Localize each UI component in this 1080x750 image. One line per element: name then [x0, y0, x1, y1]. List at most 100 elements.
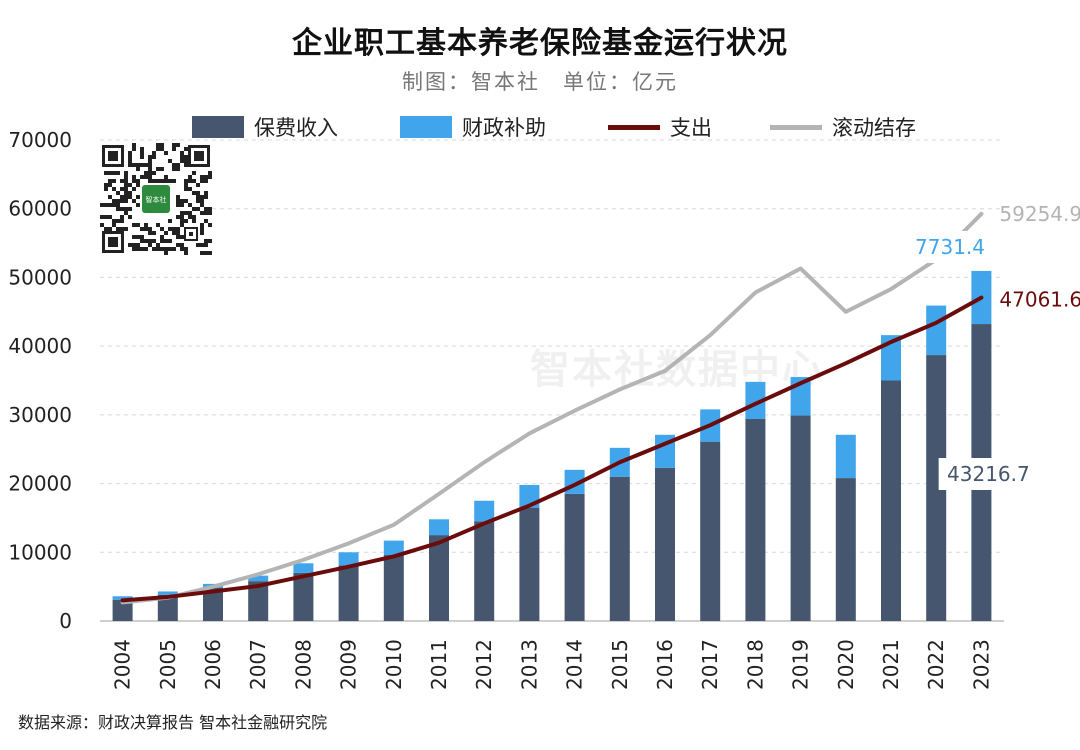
qr-module: [128, 151, 132, 155]
qr-module: [160, 147, 164, 151]
qr-module: [200, 211, 204, 215]
qr-module: [168, 227, 172, 231]
qr-module: [200, 175, 204, 179]
qr-module: [168, 159, 172, 163]
qr-module: [176, 143, 180, 147]
qr-module: [132, 163, 136, 167]
qr-module: [124, 207, 128, 211]
qr-module: [120, 199, 124, 203]
qr-module: [200, 243, 204, 247]
qr-module: [196, 195, 200, 199]
chart-title: 企业职工基本养老保险基金运行状况: [292, 26, 788, 61]
qr-module: [128, 243, 132, 247]
legend-item-balance: 滚动结存: [770, 112, 916, 142]
qr-module: [104, 203, 108, 207]
y-tick-label: 30000: [8, 403, 72, 427]
qr-module: [184, 179, 188, 183]
qr-module: [168, 247, 172, 251]
qr-module: [172, 227, 176, 231]
x-tick-label: 2015: [608, 639, 632, 690]
qr-module: [172, 167, 176, 171]
qr-module: [128, 191, 132, 195]
qr-module: [124, 211, 128, 215]
qr-module: [140, 239, 144, 243]
qr-module: [204, 195, 208, 199]
qr-module: [172, 247, 176, 251]
qr-module: [176, 203, 180, 207]
qr-module: [156, 179, 160, 183]
line-expenditure: [120, 295, 984, 603]
qr-module: [200, 223, 204, 227]
qr-module: [180, 219, 184, 223]
qr-module: [112, 219, 116, 223]
x-tick-label: 2018: [743, 639, 767, 690]
bar-premium: [474, 521, 495, 621]
qr-module: [188, 211, 192, 215]
qr-module: [156, 167, 160, 171]
qr-module: [112, 223, 116, 227]
x-tick-label: 2016: [653, 639, 677, 690]
qr-module: [144, 247, 148, 251]
qr-module: [208, 251, 212, 255]
qr-module: [116, 191, 120, 195]
data-label-box: [938, 458, 1039, 490]
legend-item-premium: 保费收入: [192, 112, 338, 142]
qr-module: [164, 175, 168, 179]
qr-module: [112, 187, 116, 191]
qr-module: [200, 231, 204, 235]
qr-module: [204, 191, 208, 195]
qr-module: [204, 179, 208, 183]
qr-module: [128, 155, 132, 159]
qr-module: [132, 199, 136, 203]
qr-module: [124, 179, 128, 183]
x-tick-label: 2004: [111, 639, 135, 690]
bar-subsidy: [835, 434, 856, 479]
qr-module: [104, 183, 108, 187]
qr-module: [116, 203, 120, 207]
qr-module: [132, 143, 136, 147]
qr-module: [152, 171, 156, 175]
qr-module: [116, 207, 120, 211]
qr-module: [168, 239, 172, 243]
qr-module: [160, 247, 164, 251]
qr-module: [208, 207, 212, 211]
qr-module: [192, 191, 196, 195]
bar-subsidy: [926, 305, 947, 356]
qr-module: [148, 179, 152, 183]
qr-module: [132, 235, 136, 239]
qr-module: [176, 243, 180, 247]
bar-subsidy: [474, 500, 495, 522]
x-tick-label: 2022: [924, 639, 948, 690]
qr-module: [128, 207, 132, 211]
qr-module: [144, 171, 148, 175]
qr-module: [184, 147, 188, 151]
qr-module: [156, 243, 160, 247]
qr-module: [132, 243, 136, 247]
legend-label-premium: 保费收入: [254, 116, 338, 140]
qr-module: [156, 143, 160, 147]
data-label: 7731.4: [915, 235, 985, 259]
legend-label-subsidy: 财政补助: [462, 116, 546, 140]
qr-module: [136, 183, 140, 187]
bar-premium: [429, 535, 449, 621]
qr-module: [192, 179, 196, 183]
qr-module: [144, 223, 148, 227]
qr-module: [120, 179, 124, 183]
qr-module: [132, 179, 136, 183]
qr-module: [140, 247, 144, 251]
qr-module: [184, 159, 188, 163]
qr-module: [144, 175, 148, 179]
watermark-text: 智本社数据中心: [530, 347, 824, 393]
qr-module: [108, 171, 112, 175]
qr-module: [164, 151, 168, 155]
qr-module: [208, 211, 212, 215]
qr-module: [148, 155, 152, 159]
qr-module: [132, 187, 136, 191]
qr-module: [144, 227, 148, 231]
qr-module: [180, 247, 184, 251]
bar-premium: [790, 415, 811, 621]
x-tick-label: 2010: [382, 639, 406, 690]
qr-module: [180, 159, 184, 163]
qr-module: [164, 247, 168, 251]
qr-module: [156, 147, 160, 151]
